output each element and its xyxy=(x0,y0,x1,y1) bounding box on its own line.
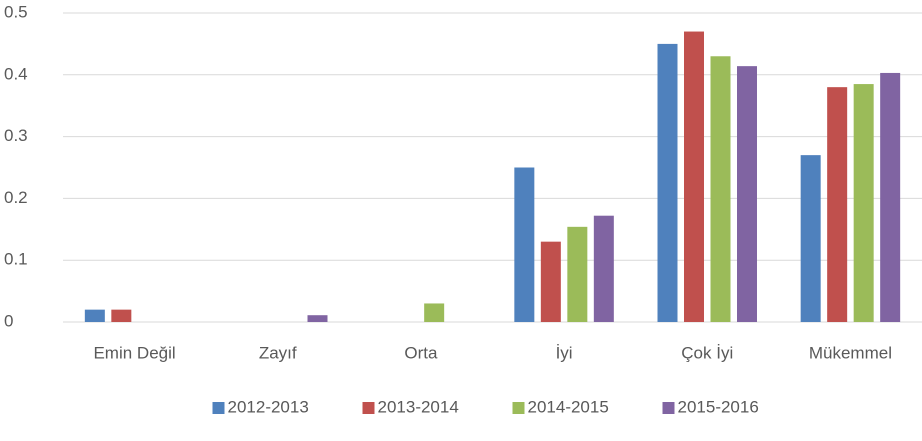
y-tick-label: 0.4 xyxy=(4,64,28,83)
bar xyxy=(800,155,821,322)
bar xyxy=(567,226,588,322)
bar xyxy=(424,303,445,322)
x-tick-label: Orta xyxy=(404,343,438,362)
x-tick-label: İyi xyxy=(556,343,573,362)
bar xyxy=(684,31,704,322)
bar xyxy=(710,56,731,322)
bar xyxy=(307,315,328,322)
legend-label: 2013-2014 xyxy=(378,397,459,416)
legend-label: 2015-2016 xyxy=(678,397,759,416)
y-tick-label: 0 xyxy=(4,311,13,330)
bar xyxy=(514,167,535,322)
legend-swatch xyxy=(362,402,375,414)
legend-label: 2012-2013 xyxy=(228,397,309,416)
bar xyxy=(84,309,105,322)
bar xyxy=(657,43,678,323)
y-tick-label: 0.5 xyxy=(4,2,28,21)
bar xyxy=(880,72,901,322)
x-tick-label: Mükemmel xyxy=(809,343,892,362)
x-tick-label: Emin Değil xyxy=(93,343,175,362)
y-tick-label: 0.3 xyxy=(4,126,28,145)
legend-swatch xyxy=(512,402,525,414)
bar xyxy=(540,241,561,322)
x-tick-label: Çok İyi xyxy=(681,343,733,362)
bar xyxy=(827,87,848,322)
legend-swatch xyxy=(662,402,675,414)
y-tick-label: 0.2 xyxy=(4,188,28,207)
bar xyxy=(737,66,757,322)
legend-swatch xyxy=(212,402,225,414)
x-tick-label: Zayıf xyxy=(259,343,297,362)
legend-label: 2014-2015 xyxy=(528,397,609,416)
bar xyxy=(593,215,614,322)
bar xyxy=(111,309,132,322)
bar xyxy=(853,84,874,322)
y-tick-label: 0.1 xyxy=(4,250,28,269)
